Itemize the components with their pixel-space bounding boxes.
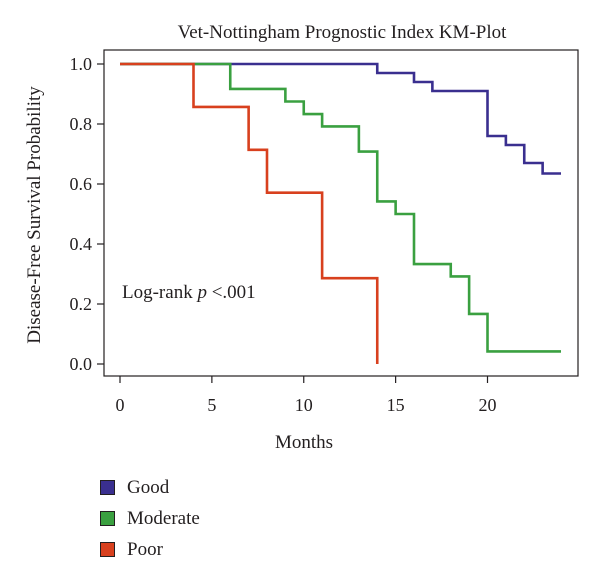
legend-label: Poor <box>127 538 163 560</box>
series-layer <box>120 62 561 364</box>
y-axis-label: Disease-Free Survival Probability <box>24 86 45 344</box>
x-tick-label: 10 <box>295 395 313 415</box>
y-tick-label: 0.6 <box>70 174 93 194</box>
legend-swatch <box>100 511 115 526</box>
legend-item-poor: Poor <box>100 534 200 565</box>
y-tick-label: 1.0 <box>70 54 93 74</box>
legend-swatch <box>100 542 115 557</box>
series-line-good <box>120 62 561 175</box>
series-line-poor <box>120 62 379 364</box>
legend-item-moderate: Moderate <box>100 503 200 534</box>
x-tick-label: 15 <box>387 395 405 415</box>
plot-frame <box>103 49 579 377</box>
series-line-moderate <box>120 62 561 353</box>
x-tick-label: 5 <box>207 395 216 415</box>
annotation-p: p <box>195 282 207 303</box>
legend-item-good: Good <box>100 472 200 503</box>
chart-title: Vet-Nottingham Prognostic Index KM-Plot <box>178 22 508 43</box>
annotation-prefix: Log-rank <box>122 282 197 303</box>
log-rank-annotation: Log-rank p <.001 <box>122 282 256 303</box>
y-tick-label: 0.2 <box>70 294 93 314</box>
legend-swatch <box>100 480 115 495</box>
legend-label: Good <box>127 476 170 498</box>
annotation-suffix: <.001 <box>207 282 256 303</box>
legend-label: Moderate <box>127 507 200 529</box>
y-tick-label: 0.8 <box>70 114 93 134</box>
x-tick-label: 20 <box>479 395 497 415</box>
legend: Good Moderate Poor <box>100 472 200 565</box>
x-tick-label: 0 <box>116 395 125 415</box>
y-tick-label: 0.0 <box>70 354 93 374</box>
axis-layer: 0 5 10 15 20 0.0 0.2 0.4 0.6 0.8 1.0 <box>70 54 497 415</box>
y-tick-label: 0.4 <box>70 234 93 254</box>
x-axis-label: Months <box>275 432 333 453</box>
